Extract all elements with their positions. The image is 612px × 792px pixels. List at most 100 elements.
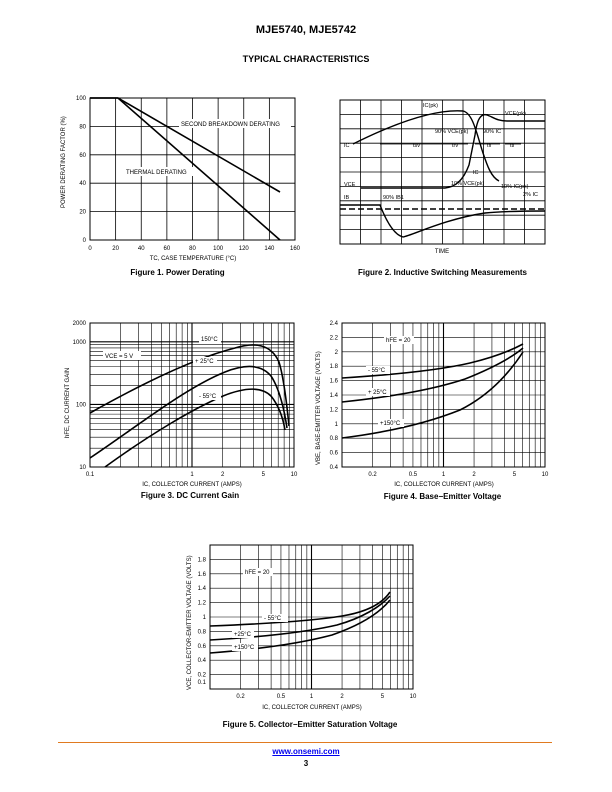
fig4-x-tick: 2	[472, 472, 476, 478]
vce-waveform	[361, 113, 545, 189]
ic-waveform	[352, 110, 500, 182]
fig5-y-tick: 1.6	[198, 572, 207, 578]
label-minus55c: - 55°C	[199, 394, 217, 400]
label-hfe-20-vbe: hFE = 20	[386, 338, 411, 344]
fig4-x-tick: 0.2	[368, 472, 377, 478]
second-breakdown-label: SECOND BREAKDOWN DERATING	[181, 122, 280, 128]
figure-2-inductive-switching: IC(pk) VCE(pk) IC VCE IB 90% VCE(pk) 90%…	[339, 99, 546, 255]
fig3-y-tick: 2000	[73, 321, 87, 327]
label-ib: IB	[344, 195, 350, 201]
fig4-y-tick: 0.8	[330, 436, 339, 442]
footer-link[interactable]: www.onsemi.com	[272, 747, 340, 756]
figure-2-caption: Figure 2. Inductive Switching Measuremen…	[358, 268, 527, 277]
label-25c-vce: +25°C	[234, 632, 252, 638]
fig1-x-tick: 0	[88, 246, 92, 252]
fig4-y-axis-label: VBE, BASE-EMITTER VOLTAGE (VOLTS)	[316, 351, 322, 465]
figure-3-caption: Figure 3. DC Current Gain	[140, 491, 240, 500]
fig4-y-tick: 2	[335, 350, 339, 356]
label-90pct-ib: 90% IB1	[383, 195, 404, 201]
fig4-y-tick: 2.4	[330, 321, 339, 327]
label-150c-vbe: +150°C	[380, 421, 401, 427]
label-vcepk: VCE(pk)	[505, 111, 526, 117]
label-tti: tti	[510, 143, 514, 149]
fig1-x-tick: 40	[138, 246, 145, 252]
fig1-y-tick: 100	[76, 96, 87, 102]
fig5-x-axis-label: IC, COLLECTOR CURRENT (AMPS)	[262, 705, 361, 711]
fig1-y-axis-label: POWER DERATING FACTOR (%)	[61, 116, 67, 208]
curve-25c-vbe	[341, 347, 524, 403]
fig1-x-tick: 120	[239, 246, 250, 252]
page-number: 3	[303, 759, 309, 768]
fig4-y-tick: 1.6	[330, 379, 339, 385]
label-icpk: IC(pk)	[423, 103, 438, 109]
label-minus55c-vbe: - 55°C	[368, 368, 386, 374]
label-25c: + 25°C	[195, 359, 214, 365]
figure-5-caption: Figure 5. Collector−Emitter Saturation V…	[222, 720, 398, 729]
label-2pct-ic: 2% IC	[523, 192, 538, 198]
section-title: TYPICAL CHARACTERISTICS	[242, 54, 370, 64]
label-ic-mid: IC	[473, 170, 479, 176]
fig5-y-tick: 0.4	[198, 658, 207, 664]
label-10pct-ic: 10% IC(pk)	[501, 184, 529, 190]
second-breakdown-line	[90, 97, 281, 193]
fig5-x-tick: 1	[310, 694, 314, 700]
figure-4-caption: Figure 4. Base−Emitter Voltage	[383, 492, 502, 501]
label-25c-vbe: + 25°C	[368, 390, 387, 396]
fig4-y-tick: 0.4	[330, 465, 339, 471]
label-150c: 150°C	[201, 337, 218, 343]
thermal-derating-label: THERMAL DERATING	[126, 170, 187, 176]
figure-5-saturation-voltage: 0.2 0.5 1 2 5 100.10.20.40.60.811.21.41.61.8 …	[187, 544, 417, 711]
ib-waveform	[340, 204, 546, 238]
fig5-y-tick: 0.2	[198, 673, 207, 679]
fig5-y-tick: 0.8	[198, 629, 207, 635]
curve-150c-vbe	[341, 351, 524, 439]
fig3-y-tick: 100	[76, 402, 87, 408]
figure-4-base-emitter-voltage: 0.2 0.5 1 2 5 10 0.4 0.6 0.8 1 1.2 1.4 1.6 1.8 2 2.2 2.4…	[316, 321, 549, 488]
curve-minus55c-vce	[209, 591, 391, 627]
fig4-ticks: 0.2 0.5 1 2 5 10 0.4 0.6 0.8 1 1.2 1.4 1.6 1.8 2 2.2 2.4	[330, 321, 549, 478]
fig1-x-tick: 140	[264, 246, 275, 252]
label-hfe-20-vce: hFE = 20	[245, 570, 270, 576]
fig1-x-axis-label: TC, CASE TEMPERATURE (°C)	[150, 256, 237, 262]
fig3-x-tick: 5	[262, 472, 266, 478]
fig2-x-axis-label: TIME	[435, 249, 449, 255]
thermal-derating-line	[90, 97, 281, 241]
label-10pct-vce: 10% VCE(pk)	[451, 181, 484, 187]
fig5-y-tick: 1.2	[198, 601, 207, 607]
page-title: MJE5740, MJE5742	[255, 24, 357, 36]
footer-rule	[58, 742, 552, 743]
fig3-x-tick: 0.1	[86, 472, 95, 478]
fig4-frame	[341, 322, 546, 468]
label-vce: VCE	[344, 182, 356, 188]
fig1-y-tick: 40	[79, 181, 86, 187]
fig5-y-tick: 1.4	[198, 586, 207, 592]
fig5-grid	[210, 545, 413, 689]
label-90pct-ic: 90% IC	[483, 129, 501, 135]
fig5-y-tick: 1.8	[198, 557, 207, 563]
label-90pct-vce: 90% VCE(pk)	[435, 129, 468, 135]
fig1-y-tick: 0	[83, 238, 87, 244]
fig4-x-tick: 0.5	[409, 472, 418, 478]
curve-minus55c	[104, 388, 286, 468]
fig3-x-tick: 10	[291, 472, 298, 478]
fig3-grid	[90, 323, 294, 467]
fig1-y-tick: 80	[79, 124, 86, 130]
curve-minus55c-vbe	[341, 343, 524, 379]
fig4-y-tick: 2.2	[330, 335, 339, 341]
fig4-y-tick: 1	[335, 422, 339, 428]
label-tsv: tsv	[413, 143, 420, 149]
fig1-x-tick: 80	[189, 246, 196, 252]
fig3-frame	[89, 322, 295, 468]
fig1-x-tick: 160	[290, 246, 301, 252]
fig3-x-axis-label: IC, COLLECTOR CURRENT (AMPS)	[142, 482, 241, 488]
fig3-y-tick: 10	[79, 465, 86, 471]
fig5-y-axis-label: VCE, COLLECTOR-EMITTER VOLTAGE (VOLTS)	[187, 555, 193, 690]
fig1-y-tick: 60	[79, 153, 86, 159]
fig5-x-tick: 5	[381, 694, 385, 700]
fig3-y-tick: 1000	[73, 340, 87, 346]
label-minus55c-vce: - 55°C	[264, 616, 282, 622]
fig2-grid	[340, 100, 545, 244]
fig5-ticks: 0.2 0.5 1 2 5 100.10.20.40.60.811.21.41.61.8	[198, 557, 417, 700]
fig2-frame	[339, 99, 546, 245]
fig1-ticks: 0 20 40 60 80 100 120 140 160 0 20 40 60 80 100	[76, 96, 301, 252]
